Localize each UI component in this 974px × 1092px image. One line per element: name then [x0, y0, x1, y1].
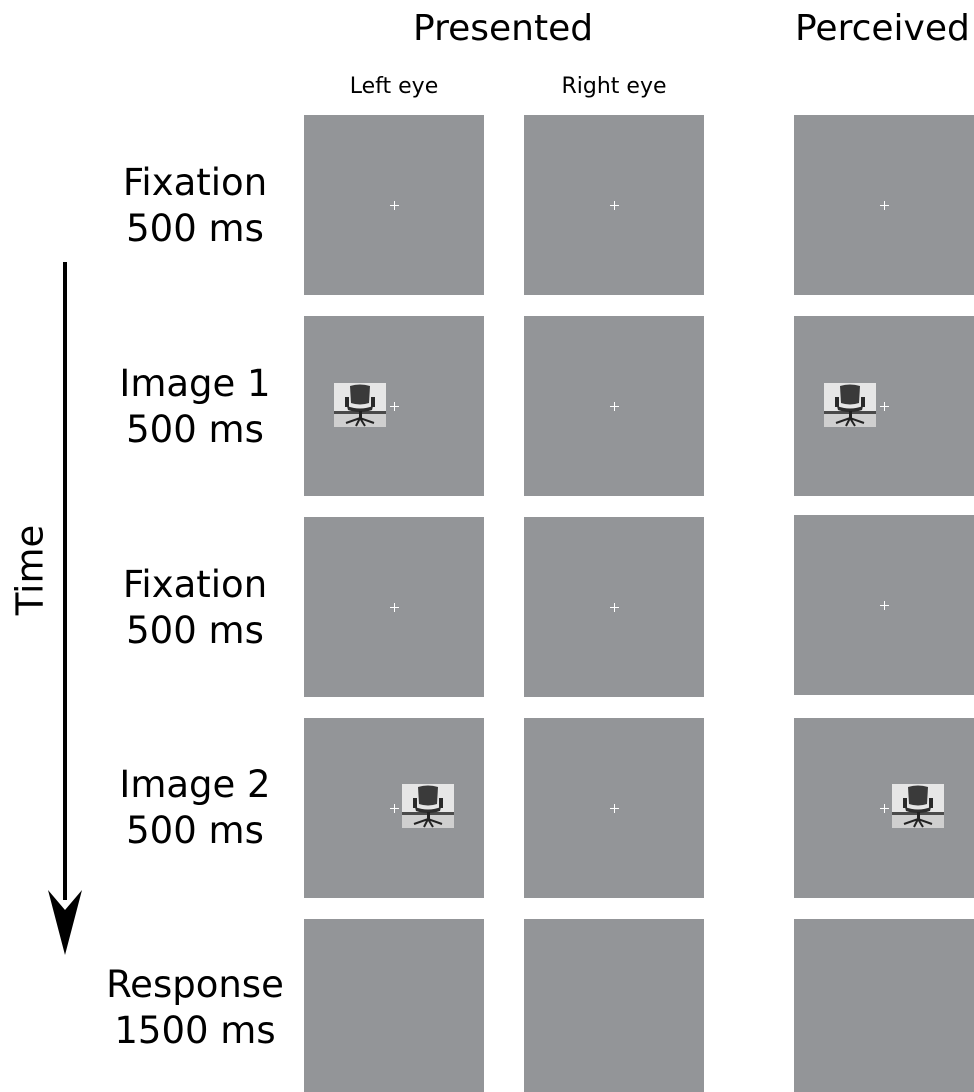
fixation-cross-icon — [390, 603, 399, 612]
office-chair-image — [824, 383, 876, 427]
panel-response-perceived — [794, 919, 974, 1092]
panel-image-1-left — [304, 316, 484, 496]
time-label: Time — [8, 524, 52, 616]
fixation-cross-icon — [880, 201, 889, 210]
row-label-image-1: Image 1 500 ms — [119, 362, 271, 451]
panel-response-right — [524, 919, 704, 1092]
fixation-cross-icon — [880, 402, 889, 411]
header-perceived: Perceived — [795, 8, 970, 49]
panel-fixation-1-perceived — [794, 115, 974, 295]
row-label-fixation-1: Fixation 500 ms — [122, 161, 268, 250]
row-label-response: Response 1500 ms — [106, 963, 284, 1052]
panel-image-1-right — [524, 316, 704, 496]
fixation-cross-icon — [390, 402, 399, 411]
fixation-cross-icon — [390, 804, 399, 813]
subheader-left-eye: Left eye — [349, 74, 439, 99]
panel-image-2-right — [524, 718, 704, 898]
panel-fixation-1-left — [304, 115, 484, 295]
panel-response-left — [304, 919, 484, 1092]
panel-image-2-left — [304, 718, 484, 898]
fixation-cross-icon — [610, 402, 619, 411]
panel-fixation-1-right — [524, 115, 704, 295]
header-presented: Presented — [413, 8, 594, 49]
fixation-cross-icon — [390, 201, 399, 210]
panel-fixation-2-left — [304, 517, 484, 697]
office-chair-image — [892, 784, 944, 828]
fixation-cross-icon — [610, 603, 619, 612]
panel-fixation-2-right — [524, 517, 704, 697]
fixation-cross-icon — [880, 601, 889, 610]
panel-image-2-perceived — [794, 718, 974, 898]
office-chair-image — [334, 383, 386, 427]
fixation-cross-icon — [610, 201, 619, 210]
row-label-fixation-2: Fixation 500 ms — [122, 563, 268, 652]
fixation-cross-icon — [880, 804, 889, 813]
office-chair-image — [402, 784, 454, 828]
fixation-cross-icon — [610, 804, 619, 813]
subheader-right-eye: Right eye — [561, 74, 667, 99]
row-label-image-2: Image 2 500 ms — [119, 763, 271, 852]
time-arrow — [48, 262, 82, 955]
panel-image-1-perceived — [794, 316, 974, 496]
panel-fixation-2-perceived — [794, 515, 974, 695]
